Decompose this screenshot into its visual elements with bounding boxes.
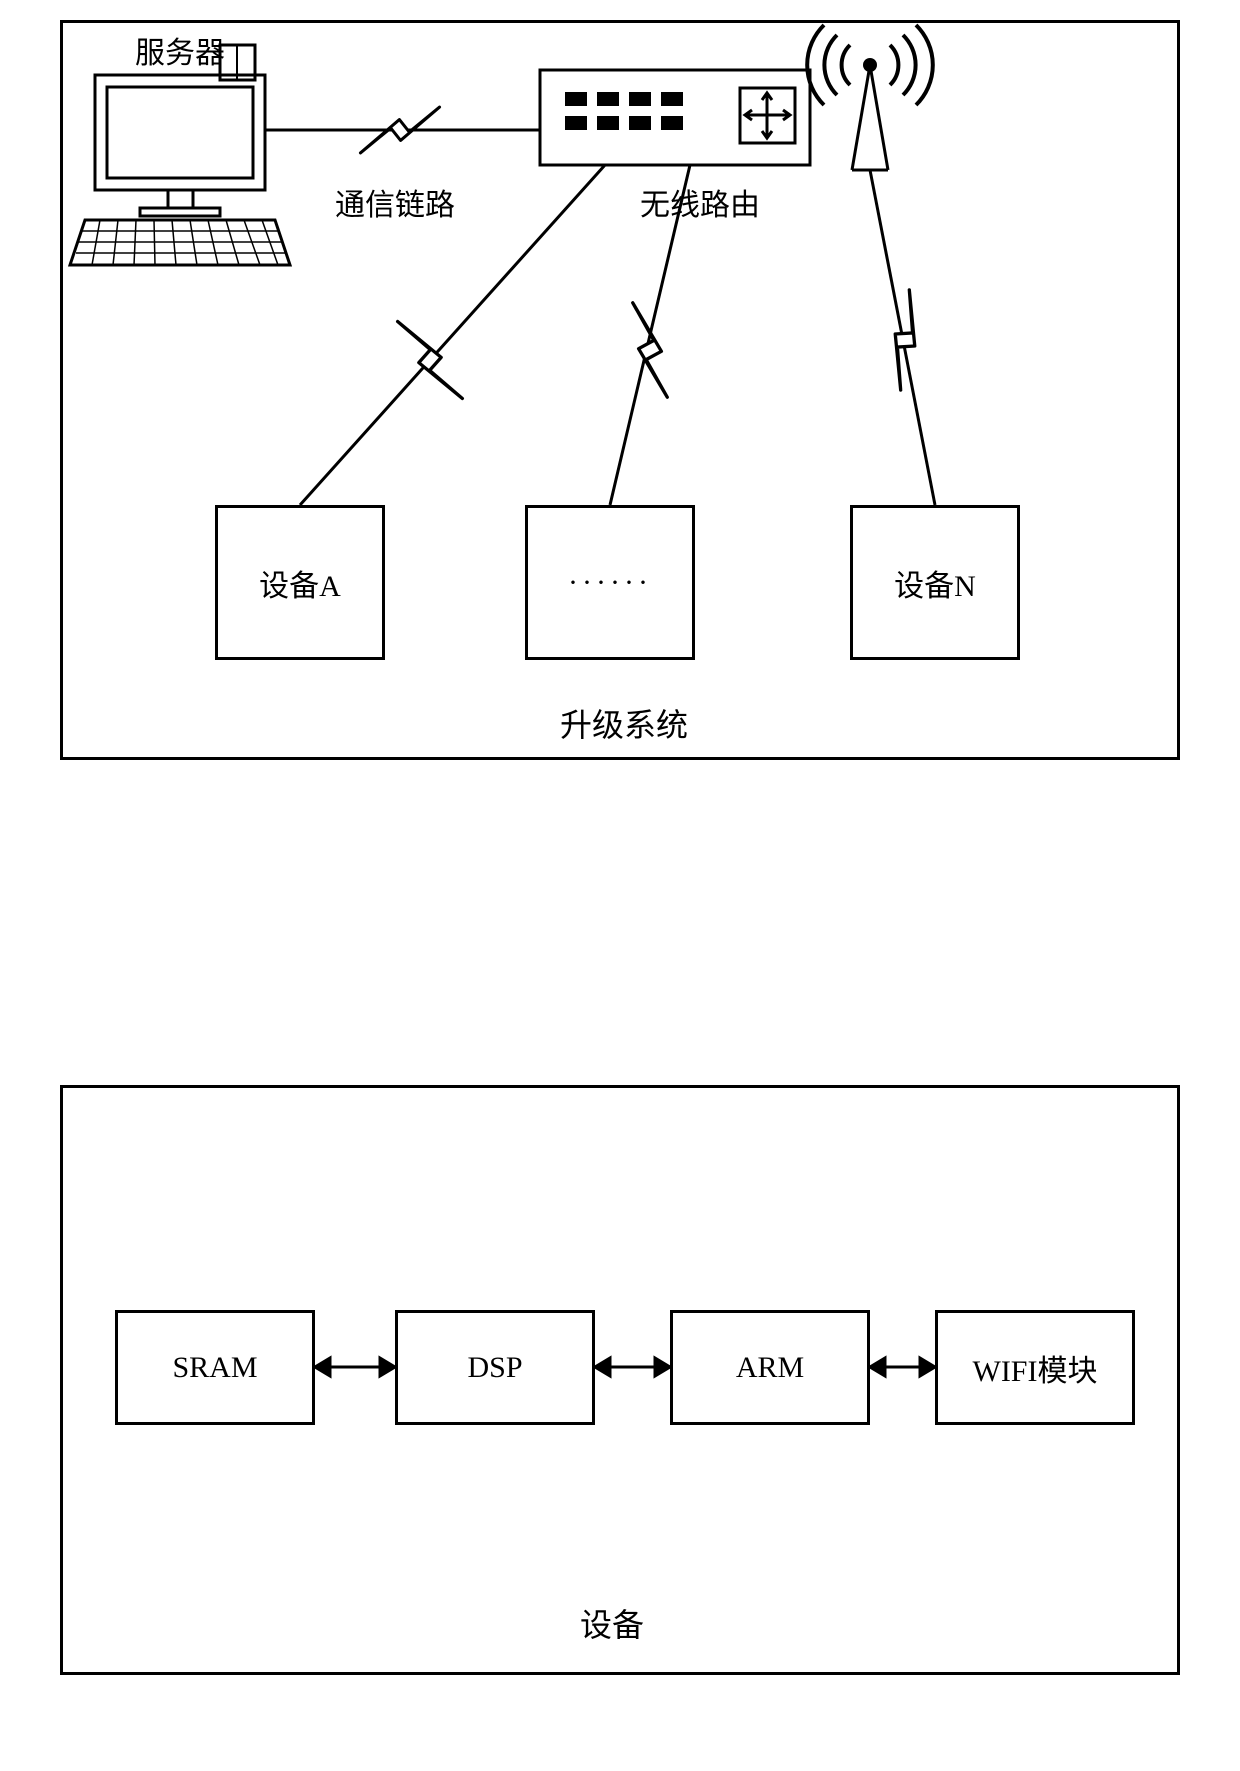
block-arrows bbox=[0, 0, 1240, 1771]
